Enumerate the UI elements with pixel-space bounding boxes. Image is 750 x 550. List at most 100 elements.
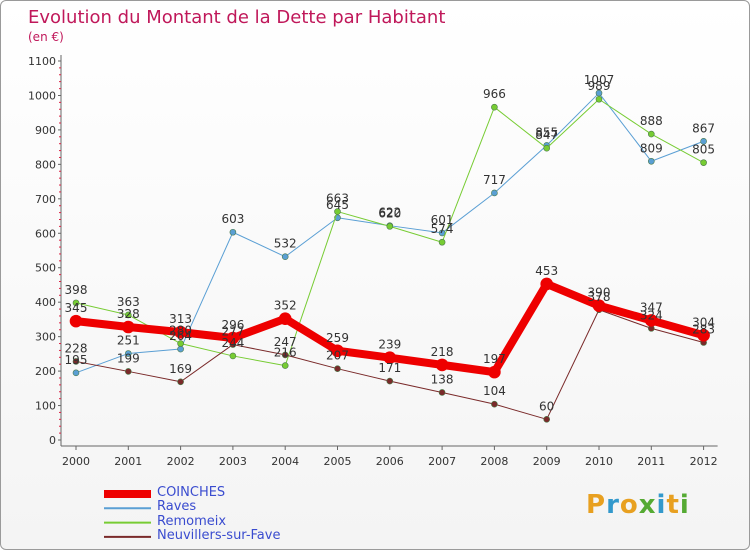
data-point (281, 351, 289, 359)
logo-letter: o (619, 490, 639, 520)
x-tick-label: 2008 (480, 455, 508, 468)
data-label: 398 (65, 283, 88, 297)
data-label: 259 (326, 331, 349, 345)
data-point (281, 362, 289, 369)
data-label: 378 (588, 290, 611, 304)
chart-unit: (en €) (28, 30, 64, 44)
data-point (281, 253, 289, 261)
data-point (386, 223, 394, 230)
data-label: 197 (483, 352, 506, 366)
logo-letter: i (656, 490, 667, 520)
data-point (72, 369, 80, 377)
logo-letter: x (638, 490, 657, 520)
legend-label: COINCHES (157, 485, 226, 500)
y-tick-label: 300 (35, 331, 56, 344)
data-point (644, 314, 658, 327)
data-point (177, 340, 184, 347)
data-point (438, 389, 446, 396)
data-label: 171 (378, 361, 401, 375)
data-label: 867 (692, 121, 715, 135)
x-tick-label: 2010 (585, 455, 613, 468)
data-point (438, 229, 446, 237)
data-point (177, 378, 184, 386)
data-point (72, 358, 80, 365)
data-label: 645 (326, 198, 349, 212)
data-point (592, 299, 606, 312)
data-label: 296 (221, 318, 244, 332)
data-point (383, 351, 397, 364)
data-label: 328 (117, 307, 140, 321)
x-tick-label: 2012 (690, 455, 718, 468)
data-label: 717 (483, 173, 506, 187)
data-point (488, 365, 501, 379)
data-label: 847 (535, 128, 558, 142)
y-tick-label: 100 (35, 400, 56, 413)
data-label: 352 (274, 299, 297, 313)
data-label: 104 (483, 384, 506, 398)
data-label: 60 (539, 399, 554, 413)
data-point (647, 157, 655, 165)
data-point (700, 137, 707, 145)
data-point (125, 311, 132, 319)
logo-letter: P (586, 490, 607, 520)
data-label: 989 (588, 79, 611, 93)
data-point (697, 328, 710, 342)
data-label: 195 (65, 353, 88, 367)
y-tick-label: 200 (35, 365, 56, 378)
data-point (595, 95, 603, 103)
y-tick-label: 800 (35, 158, 56, 171)
x-tick-label: 2003 (219, 455, 247, 468)
logo-letter: i (679, 490, 690, 520)
data-point (226, 331, 240, 345)
data-label: 390 (588, 286, 611, 300)
y-tick-label: 1000 (28, 89, 56, 102)
data-label: 207 (326, 349, 349, 363)
data-label: 363 (117, 295, 140, 309)
y-tick-label: 900 (35, 124, 56, 137)
data-label: 277 (221, 325, 244, 339)
data-label: 855 (535, 125, 558, 139)
data-label: 453 (535, 264, 558, 278)
proxiti-logo: Proxiti (586, 490, 690, 520)
y-tick-label: 700 (35, 193, 56, 206)
data-label: 216 (274, 346, 297, 360)
data-point (540, 277, 554, 291)
data-point (72, 299, 80, 307)
data-label: 199 (117, 351, 140, 365)
data-label: 228 (65, 341, 88, 355)
data-label: 574 (431, 222, 454, 236)
data-point (435, 358, 449, 372)
data-label: 347 (640, 300, 663, 314)
data-label: 805 (692, 143, 715, 157)
data-label: 239 (378, 338, 401, 352)
x-tick-label: 2001 (114, 455, 142, 468)
logo-letter: r (606, 490, 620, 520)
x-tick-label: 2002 (167, 455, 195, 468)
data-point (438, 238, 446, 246)
data-label: 244 (221, 336, 244, 350)
data-label: 264 (169, 329, 192, 343)
data-point (543, 144, 551, 152)
chart-title: Evolution du Montant de la Dette par Hab… (28, 7, 446, 28)
data-label: 283 (692, 322, 715, 336)
data-point (386, 377, 394, 385)
x-tick-label: 2006 (376, 455, 404, 468)
data-label: 324 (640, 308, 663, 322)
y-tick-label: 600 (35, 227, 56, 240)
data-point (125, 368, 132, 375)
data-point (334, 208, 341, 215)
data-point (491, 400, 498, 408)
y-tick-label: 1100 (28, 55, 56, 68)
data-label: 622 (378, 206, 401, 220)
data-point (334, 365, 341, 372)
y-tick-label: 500 (35, 262, 56, 275)
logo-letter: t (666, 490, 680, 520)
data-point (229, 228, 237, 236)
data-point (122, 320, 135, 334)
data-label: 603 (221, 212, 244, 226)
data-point (647, 130, 655, 138)
data-point (229, 352, 237, 360)
data-label: 280 (169, 324, 192, 338)
